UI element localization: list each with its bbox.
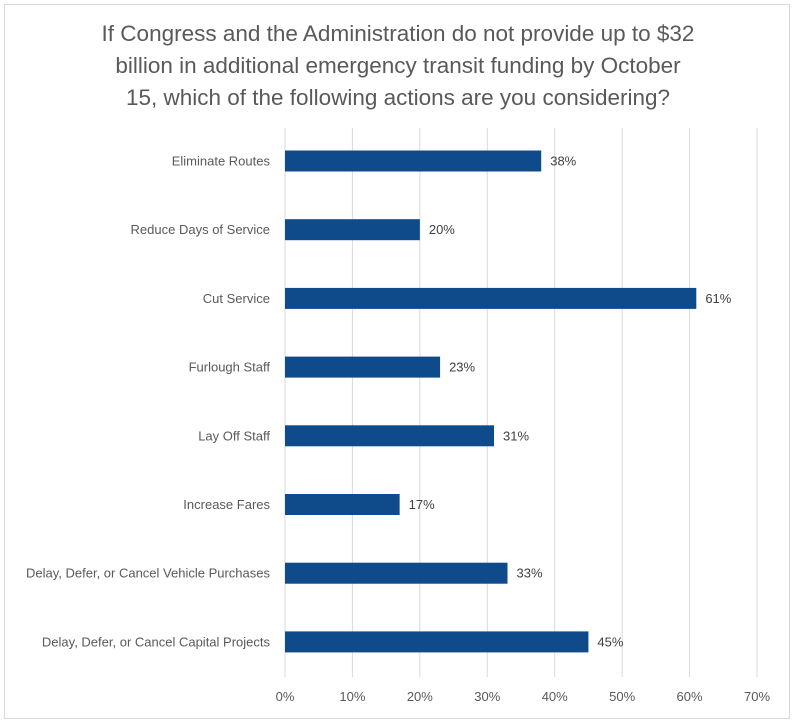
- data-label: 45%: [597, 634, 623, 649]
- x-tick-label: 30%: [474, 689, 500, 704]
- data-label: 17%: [409, 497, 435, 512]
- x-axis-ticks: 0% 10% 20% 30% 40% 50% 60% 70%: [276, 689, 771, 704]
- chart-title-line-1: If Congress and the Administration do no…: [101, 21, 695, 46]
- chart-title: If Congress and the Administration do no…: [60, 18, 736, 114]
- data-label: 23%: [449, 360, 475, 375]
- x-tick-label: 60%: [677, 689, 703, 704]
- gridlines: [284, 128, 758, 677]
- data-labels: 38% 20% 61% 23% 31% 17% 33% 45%: [409, 154, 732, 650]
- bars: [285, 150, 697, 653]
- bar: [285, 631, 589, 653]
- category-label: Eliminate Routes: [172, 154, 271, 169]
- bar: [285, 562, 508, 584]
- x-tick-label: 50%: [609, 689, 635, 704]
- category-label: Lay Off Staff: [198, 428, 270, 443]
- category-label: Increase Fares: [183, 497, 270, 512]
- bar: [285, 425, 495, 447]
- x-tick-label: 0%: [276, 689, 295, 704]
- bar: [285, 494, 400, 515]
- category-label: Delay, Defer, or Cancel Capital Projects: [42, 634, 271, 649]
- x-tick-label: 20%: [407, 689, 433, 704]
- x-tick-label: 70%: [744, 689, 770, 704]
- bar: [285, 150, 542, 172]
- data-label: 20%: [429, 222, 455, 237]
- category-label: Delay, Defer, or Cancel Vehicle Purchase…: [26, 566, 270, 581]
- bar: [285, 219, 420, 241]
- category-label: Furlough Staff: [189, 360, 271, 375]
- bar: [285, 287, 697, 309]
- category-label: Cut Service: [203, 291, 270, 306]
- data-label: 61%: [705, 291, 731, 306]
- category-label: Reduce Days of Service: [131, 222, 270, 237]
- chart-title-line-3: 15, which of the following actions are y…: [125, 85, 671, 110]
- data-label: 31%: [503, 428, 529, 443]
- data-label: 38%: [550, 154, 576, 169]
- chart-title-line-2: billion in additional emergency transit …: [115, 53, 681, 78]
- bar: [285, 356, 441, 378]
- x-tick-label: 10%: [339, 689, 365, 704]
- data-label: 33%: [517, 566, 543, 581]
- x-tick-label: 40%: [542, 689, 568, 704]
- category-labels: Eliminate Routes Reduce Days of Service Cu…: [26, 154, 270, 650]
